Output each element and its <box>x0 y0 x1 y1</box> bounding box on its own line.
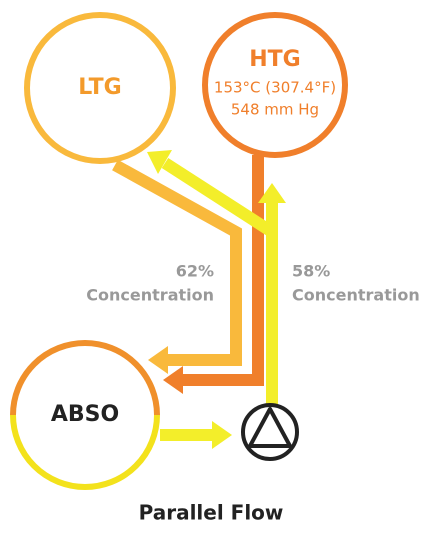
ltg-flow-arrow <box>148 346 168 374</box>
pump-ltg-arrow <box>147 150 172 174</box>
abso-label: ABSO <box>51 402 119 427</box>
abso-pump-arrow <box>212 421 232 449</box>
pump-ltg-flow <box>161 157 276 238</box>
flow-label: Concentration <box>86 286 214 305</box>
flow-label: Concentration <box>292 286 420 305</box>
ltg-flow <box>112 159 242 366</box>
flow-percent: 62% <box>176 262 214 281</box>
pump-triangle <box>248 407 292 448</box>
ltg-circle <box>24 12 176 164</box>
abso-circle-bottom <box>10 414 160 490</box>
flow-percent: 58% <box>292 262 330 281</box>
htg-label: HTG <box>249 47 300 72</box>
pump-htg-arrow <box>258 183 286 203</box>
htg-pressure: 548 mm Hg <box>231 101 319 119</box>
caption: Parallel Flow <box>139 501 284 525</box>
htg-temp: 153°C (307.4°F) <box>214 79 336 97</box>
abso-circle-top <box>10 340 160 416</box>
ltg-label: LTG <box>78 75 121 100</box>
htg-flow-arrow <box>163 366 183 394</box>
htg-circle <box>202 12 348 158</box>
